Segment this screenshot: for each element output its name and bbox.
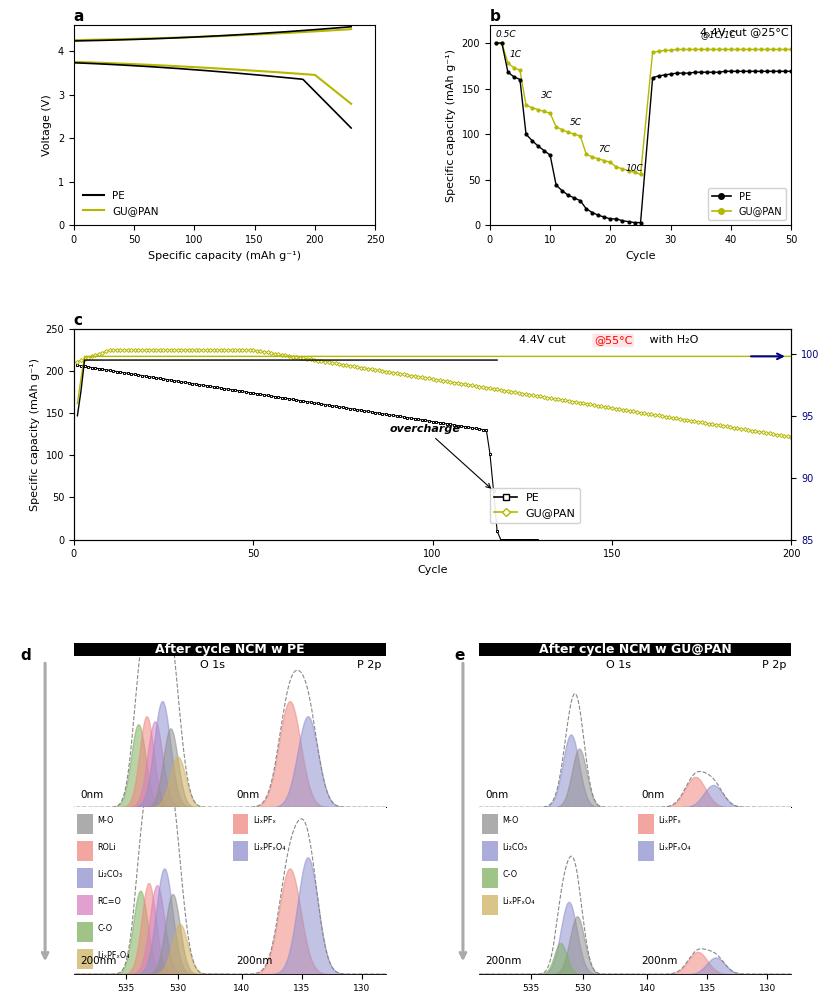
Y-axis label: Voltage (V): Voltage (V) <box>43 94 52 156</box>
Text: 5C: 5C <box>568 118 581 127</box>
Text: @1C/1C: @1C/1C <box>700 30 736 39</box>
Text: e: e <box>455 648 464 663</box>
Text: After cycle NCM w GU@PAN: After cycle NCM w GU@PAN <box>538 643 731 656</box>
Text: 4.4V cut: 4.4V cut <box>518 335 568 346</box>
Text: M-O: M-O <box>502 816 518 825</box>
Bar <box>233 841 248 861</box>
Text: a: a <box>74 9 84 24</box>
X-axis label: Cycle: Cycle <box>417 565 447 575</box>
Text: Li₂CO₃: Li₂CO₃ <box>502 843 527 852</box>
Legend: PE, GU@PAN: PE, GU@PAN <box>79 187 163 220</box>
Bar <box>638 814 654 834</box>
Bar <box>482 895 497 915</box>
Text: P 2p: P 2p <box>762 660 785 670</box>
Text: 200nm: 200nm <box>485 956 522 966</box>
Text: After cycle NCM w PE: After cycle NCM w PE <box>155 643 304 656</box>
X-axis label: Specific capacity (mAh g⁻¹): Specific capacity (mAh g⁻¹) <box>148 250 301 260</box>
Bar <box>482 841 497 861</box>
Bar <box>77 814 93 834</box>
Text: 0nm: 0nm <box>485 789 509 799</box>
Text: LiₓPFₓO₄: LiₓPFₓO₄ <box>253 843 285 852</box>
Text: 0.5C: 0.5C <box>495 30 516 39</box>
Bar <box>77 949 93 969</box>
Text: with H₂O: with H₂O <box>645 335 697 346</box>
Text: 200nm: 200nm <box>236 956 272 966</box>
Legend: PE, GU@PAN: PE, GU@PAN <box>707 188 785 221</box>
Text: b: b <box>489 9 500 24</box>
Text: 4.4V cut @25°C: 4.4V cut @25°C <box>699 27 787 37</box>
Text: C-O: C-O <box>97 923 112 932</box>
Bar <box>77 868 93 888</box>
Y-axis label: Specific capacity (mAh g⁻¹): Specific capacity (mAh g⁻¹) <box>29 358 40 511</box>
Bar <box>233 814 248 834</box>
Bar <box>77 922 93 942</box>
Text: 7C: 7C <box>598 145 609 154</box>
Text: O 1s: O 1s <box>200 660 225 670</box>
Text: O 1s: O 1s <box>605 660 630 670</box>
Text: 0nm: 0nm <box>236 789 259 799</box>
Text: c: c <box>74 313 83 328</box>
Text: M-O: M-O <box>97 816 114 825</box>
Text: Li₂CO₃: Li₂CO₃ <box>97 870 122 879</box>
Text: LiₓPFₓO₄: LiₓPFₓO₄ <box>97 950 129 960</box>
Text: 0nm: 0nm <box>640 789 664 799</box>
Legend: PE, GU@PAN: PE, GU@PAN <box>490 488 579 523</box>
Text: LiₓPFₓO₄: LiₓPFₓO₄ <box>658 843 690 852</box>
Text: LiₓPFₓ: LiₓPFₓ <box>253 816 276 825</box>
Text: P 2p: P 2p <box>356 660 381 670</box>
Bar <box>638 841 654 861</box>
Text: 10C: 10C <box>625 164 642 173</box>
Text: @55°C: @55°C <box>593 335 631 346</box>
Text: 1C: 1C <box>509 50 521 59</box>
Text: LiₓPFₓO₄: LiₓPFₓO₄ <box>502 897 535 906</box>
Y-axis label: Specific capacity (mAh g⁻¹): Specific capacity (mAh g⁻¹) <box>446 49 455 202</box>
X-axis label: Cycle: Cycle <box>625 250 655 260</box>
Bar <box>77 841 93 861</box>
Bar <box>482 814 497 834</box>
Text: C-O: C-O <box>502 870 518 879</box>
Text: ROLi: ROLi <box>97 843 115 852</box>
Text: overcharge: overcharge <box>389 423 490 488</box>
Text: d: d <box>20 648 31 663</box>
Bar <box>77 895 93 915</box>
Text: 200nm: 200nm <box>80 956 116 966</box>
Text: 200nm: 200nm <box>640 956 677 966</box>
Bar <box>482 868 497 888</box>
Text: 3C: 3C <box>541 90 552 99</box>
Text: LiₓPFₓ: LiₓPFₓ <box>658 816 681 825</box>
Text: RC=O: RC=O <box>97 897 121 906</box>
Text: 0nm: 0nm <box>80 789 103 799</box>
